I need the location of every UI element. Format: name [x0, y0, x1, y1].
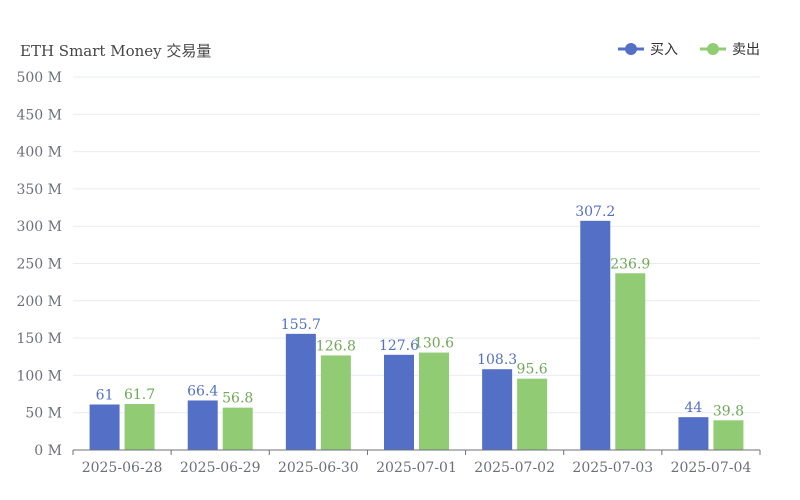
y-tick-label: 400 M	[16, 145, 62, 161]
bar-sell[interactable]	[713, 420, 744, 450]
y-tick-label: 200 M	[16, 294, 62, 310]
data-label-sell: 236.9	[610, 256, 650, 272]
y-tick-label: 450 M	[16, 107, 62, 123]
bar-buy[interactable]	[384, 354, 414, 450]
data-label-buy: 61	[96, 387, 114, 403]
bar-sell[interactable]	[615, 273, 646, 450]
y-tick-label: 250 M	[16, 257, 62, 273]
y-tick-label: 500 M	[16, 70, 62, 86]
legend-marker-buy	[625, 43, 637, 55]
bars	[89, 220, 744, 450]
data-label-sell: 56.8	[222, 391, 253, 407]
legend-item-sell[interactable]: 卖出	[700, 42, 760, 58]
chart-title: ETH Smart Money 交易量	[20, 42, 211, 60]
bar-buy[interactable]	[580, 220, 611, 450]
legend-label-sell: 卖出	[732, 42, 760, 58]
data-label-sell: 95.6	[517, 362, 548, 378]
data-label-buy: 108.3	[477, 352, 517, 368]
data-label-sell: 61.7	[124, 387, 155, 403]
bar-sell[interactable]	[124, 403, 155, 450]
bar-sell[interactable]	[222, 407, 253, 450]
bar-sell[interactable]	[517, 378, 548, 450]
data-label-buy: 127.6	[379, 338, 419, 354]
bar-buy[interactable]	[285, 333, 316, 450]
x-tick-label: 2025-06-29	[180, 460, 261, 476]
y-tick-label: 50 M	[25, 406, 62, 422]
bar-buy[interactable]	[678, 417, 709, 450]
axes: 0 M 50 M 100 M 150 M 200 M 250 M 300 M 350 M 400…	[16, 70, 761, 476]
x-tick-label: 2025-06-30	[278, 460, 359, 476]
data-label-sell: 126.8	[316, 338, 356, 354]
data-label-buy: 66.4	[187, 383, 218, 399]
legend-item-buy[interactable]: 买入	[618, 42, 678, 58]
grid-lines	[73, 76, 760, 414]
legend: 买入 卖出	[618, 42, 760, 58]
x-tick-label: 2025-07-02	[474, 460, 555, 476]
data-label-sell: 130.6	[414, 336, 454, 352]
y-tick-label: 0 M	[34, 443, 62, 459]
legend-label-buy: 买入	[650, 42, 678, 58]
data-labels: 61 66.4 155.7 127.6 108.3 307.2 44 61.7 56.8 126.…	[96, 204, 744, 419]
y-tick-label: 100 M	[16, 368, 62, 384]
data-label-buy: 307.2	[575, 204, 615, 220]
bar-sell[interactable]	[419, 352, 449, 450]
bar-buy[interactable]	[482, 369, 513, 450]
x-tick-label: 2025-07-03	[572, 460, 653, 476]
bar-buy[interactable]	[187, 400, 218, 450]
data-label-buy: 44	[685, 400, 703, 416]
bar-buy[interactable]	[89, 404, 120, 450]
y-tick-label: 350 M	[16, 182, 62, 198]
data-label-sell: 39.8	[713, 403, 744, 419]
x-tick-label: 2025-07-01	[376, 460, 457, 476]
x-tick-label: 2025-06-28	[82, 460, 163, 476]
x-tick-label: 2025-07-04	[671, 460, 752, 476]
bar-sell[interactable]	[320, 355, 351, 450]
data-label-buy: 155.7	[281, 317, 321, 333]
legend-marker-sell	[707, 43, 719, 55]
y-tick-label: 150 M	[16, 331, 62, 347]
y-tick-label: 300 M	[16, 219, 62, 235]
